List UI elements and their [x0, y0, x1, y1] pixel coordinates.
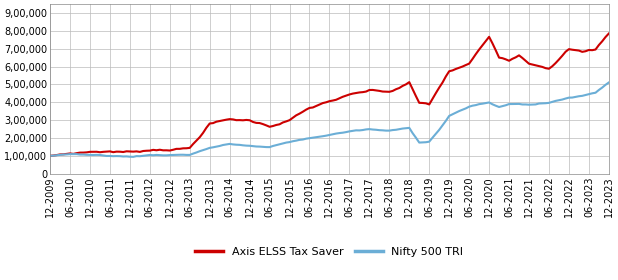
Nifty 500 TRI: [200, 148, 207, 152]
Nifty 500 TRI: [46, 154, 54, 157]
Axis ELSS Tax Saver: [46, 154, 54, 157]
Nifty 500 TRI: [130, 155, 137, 158]
Nifty 500 TRI: [525, 103, 533, 106]
Line: Axis ELSS Tax Saver: Axis ELSS Tax Saver: [50, 34, 609, 156]
Axis ELSS Tax Saver: [605, 32, 612, 35]
Nifty 500 TRI: [605, 81, 612, 84]
Axis ELSS Tax Saver: [578, 50, 586, 53]
Line: Nifty 500 TRI: Nifty 500 TRI: [50, 83, 609, 157]
Axis ELSS Tax Saver: [522, 59, 530, 62]
Nifty 500 TRI: [485, 101, 493, 104]
Legend: Axis ELSS Tax Saver, Nifty 500 TRI: Axis ELSS Tax Saver, Nifty 500 TRI: [191, 242, 468, 261]
Axis ELSS Tax Saver: [492, 49, 499, 52]
Nifty 500 TRI: [496, 105, 503, 109]
Axis ELSS Tax Saver: [196, 136, 203, 139]
Axis ELSS Tax Saver: [482, 39, 489, 43]
Nifty 500 TRI: [582, 93, 589, 97]
Nifty 500 TRI: [269, 144, 277, 148]
Axis ELSS Tax Saver: [266, 125, 273, 129]
